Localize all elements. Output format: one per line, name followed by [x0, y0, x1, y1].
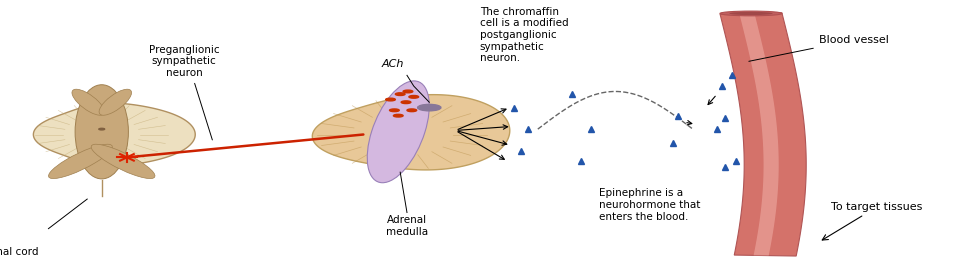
Polygon shape: [33, 103, 195, 166]
Text: Blood vessel: Blood vessel: [749, 35, 889, 61]
Polygon shape: [720, 13, 806, 256]
Ellipse shape: [730, 12, 772, 15]
Polygon shape: [739, 13, 779, 256]
Ellipse shape: [48, 144, 112, 179]
Text: Adrenal
medulla: Adrenal medulla: [386, 215, 428, 237]
Circle shape: [418, 104, 441, 111]
Ellipse shape: [720, 11, 782, 16]
Ellipse shape: [367, 81, 429, 183]
Text: To target tissues: To target tissues: [823, 202, 922, 240]
Text: ACh: ACh: [381, 59, 404, 69]
Circle shape: [403, 90, 413, 93]
Circle shape: [99, 128, 105, 130]
Ellipse shape: [91, 144, 155, 179]
Text: Preganglionic
sympathetic
neuron: Preganglionic sympathetic neuron: [149, 45, 219, 78]
Ellipse shape: [99, 89, 132, 115]
Ellipse shape: [72, 89, 105, 115]
Circle shape: [395, 93, 405, 95]
Circle shape: [409, 95, 419, 98]
Circle shape: [386, 98, 395, 101]
Circle shape: [393, 114, 403, 117]
Text: Spinal cord: Spinal cord: [0, 247, 39, 257]
Text: The chromaffin
cell is a modified
postganglionic
sympathetic
neuron.: The chromaffin cell is a modified postga…: [480, 7, 568, 63]
Text: Epinephrine is a
neurohormone that
enters the blood.: Epinephrine is a neurohormone that enter…: [599, 188, 701, 221]
Circle shape: [390, 109, 399, 112]
Ellipse shape: [75, 85, 128, 179]
Polygon shape: [312, 95, 510, 170]
Circle shape: [401, 101, 411, 104]
Circle shape: [407, 109, 417, 112]
